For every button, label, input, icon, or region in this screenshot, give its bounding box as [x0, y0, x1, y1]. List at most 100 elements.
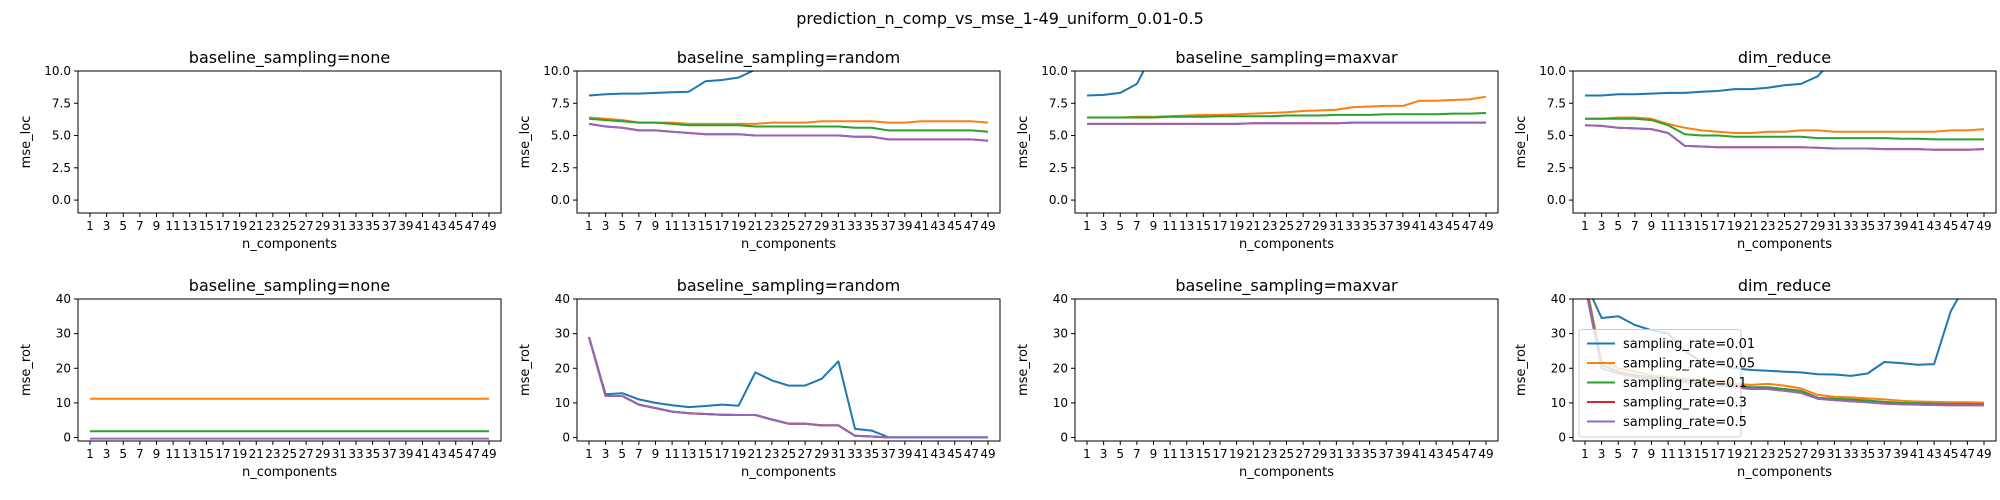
x-tick-label: 7 — [1631, 447, 1639, 461]
x-tick-label: 23 — [265, 219, 280, 233]
x-tick-label: 35 — [1860, 447, 1875, 461]
x-tick-label: 19 — [731, 219, 746, 233]
series-line-sampling-rate-0-5 — [588, 336, 988, 439]
subplot-title: dim_reduce — [1738, 276, 1831, 296]
x-tick-label: 5 — [618, 447, 626, 461]
x-tick-label: 1 — [1581, 219, 1589, 233]
plot-frame — [576, 70, 1001, 214]
x-tick-label: 41 — [415, 447, 430, 461]
y-tick-label: 0 — [63, 431, 71, 445]
x-tick-label: 41 — [914, 447, 929, 461]
x-tick-label: 27 — [298, 219, 313, 233]
x-tick-label: 25 — [1777, 219, 1792, 233]
y-tick-label: 0 — [1060, 431, 1068, 445]
x-tick-label: 31 — [831, 447, 846, 461]
x-tick-label: 49 — [980, 447, 995, 461]
x-tick-label: 47 — [964, 219, 979, 233]
x-tick-label: 11 — [1660, 219, 1675, 233]
x-tick-label: 19 — [232, 219, 247, 233]
series-lines — [1584, 71, 1985, 151]
series-line-sampling-rate-0-1 — [588, 336, 988, 439]
x-tick-label: 15 — [1196, 447, 1211, 461]
y-tick-label: 10 — [555, 396, 570, 410]
x-tick-label: 9 — [153, 219, 161, 233]
x-tick-label: 13 — [1179, 447, 1194, 461]
x-tick-label: 23 — [265, 447, 280, 461]
x-tick-label: 9 — [1648, 447, 1656, 461]
series-line-sampling-rate-0-3 — [588, 336, 988, 439]
x-tick-label: 17 — [1212, 447, 1227, 461]
x-tick-label: 37 — [1877, 219, 1892, 233]
x-tick-label: 25 — [781, 447, 796, 461]
x-tick-label: 35 — [365, 219, 380, 233]
x-tick-label: 37 — [1877, 447, 1892, 461]
series-lines — [588, 71, 989, 142]
x-tick-label: 47 — [465, 219, 480, 233]
x-tick-label: 43 — [431, 219, 446, 233]
legend-box — [1578, 329, 1742, 438]
y-tick-label: 5.0 — [52, 129, 71, 143]
x-tick-label: 19 — [1229, 219, 1244, 233]
x-tick-label: 21 — [748, 219, 763, 233]
x-tick-label: 27 — [797, 219, 812, 233]
x-tick-label: 45 — [947, 219, 962, 233]
x-tick-label: 27 — [1295, 219, 1310, 233]
x-tick-label: 5 — [1116, 219, 1124, 233]
y-tick-label: 20 — [1551, 361, 1566, 375]
x-tick-label: 39 — [897, 219, 912, 233]
x-tick-label: 47 — [1960, 447, 1975, 461]
x-tick-label: 41 — [1412, 219, 1427, 233]
y-tick-label: 40 — [56, 292, 71, 306]
x-tick-label: 41 — [415, 219, 430, 233]
x-tick-label: 33 — [1843, 447, 1858, 461]
x-tick-label: 13 — [1677, 447, 1692, 461]
x-tick-label: 41 — [1910, 447, 1925, 461]
y-tick-label: 20 — [1053, 361, 1068, 375]
x-axis-label: n_components — [1239, 237, 1334, 252]
x-tick-label: 49 — [980, 219, 995, 233]
x-tick-label: 45 — [1943, 447, 1958, 461]
x-tick-label: 13 — [1179, 219, 1194, 233]
x-tick-label: 27 — [1295, 447, 1310, 461]
x-tick-label: 13 — [681, 219, 696, 233]
series-line-sampling-rate-0-01 — [588, 336, 988, 439]
y-axis-label: mse_rot — [1016, 344, 1031, 396]
series-line-sampling-rate-0-1 — [588, 117, 989, 133]
x-tick-label: 21 — [1744, 447, 1759, 461]
series-line-sampling-rate-0-01 — [1585, 71, 1824, 97]
x-tick-label: 9 — [1150, 219, 1158, 233]
x-tick-label: 17 — [714, 219, 729, 233]
x-tick-label: 5 — [119, 219, 127, 233]
y-tick-label: 2.5 — [1547, 161, 1566, 175]
x-tick-label: 17 — [215, 447, 230, 461]
y-tick-label: 30 — [555, 327, 570, 341]
x-tick-label: 35 — [365, 447, 380, 461]
x-tick-label: 47 — [1960, 219, 1975, 233]
x-tick-label: 21 — [249, 219, 264, 233]
x-tick-label: 25 — [1777, 447, 1792, 461]
x-tick-label: 41 — [1412, 447, 1427, 461]
x-axis-label: n_components — [242, 465, 337, 480]
plot-frame — [77, 70, 502, 214]
x-tick-label: 25 — [282, 219, 297, 233]
x-tick-label: 29 — [1810, 219, 1825, 233]
x-axis-label: n_components — [242, 237, 337, 252]
x-tick-label: 7 — [136, 219, 144, 233]
x-tick-label: 29 — [315, 219, 330, 233]
x-tick-label: 33 — [847, 219, 862, 233]
x-tick-label: 37 — [881, 219, 896, 233]
x-tick-label: 25 — [1279, 219, 1294, 233]
x-tick-label: 7 — [635, 447, 643, 461]
x-tick-label: 33 — [1345, 447, 1360, 461]
series-lines — [588, 336, 988, 439]
x-tick-label: 11 — [1162, 219, 1177, 233]
x-tick-label: 47 — [465, 447, 480, 461]
x-tick-label: 23 — [1262, 447, 1277, 461]
y-tick-label: 10 — [1551, 396, 1566, 410]
y-tick-label: 0.0 — [1049, 193, 1068, 207]
x-tick-label: 43 — [1926, 447, 1941, 461]
plot-frame — [77, 298, 502, 442]
x-tick-label: 37 — [1379, 447, 1394, 461]
x-tick-label: 19 — [1727, 219, 1742, 233]
